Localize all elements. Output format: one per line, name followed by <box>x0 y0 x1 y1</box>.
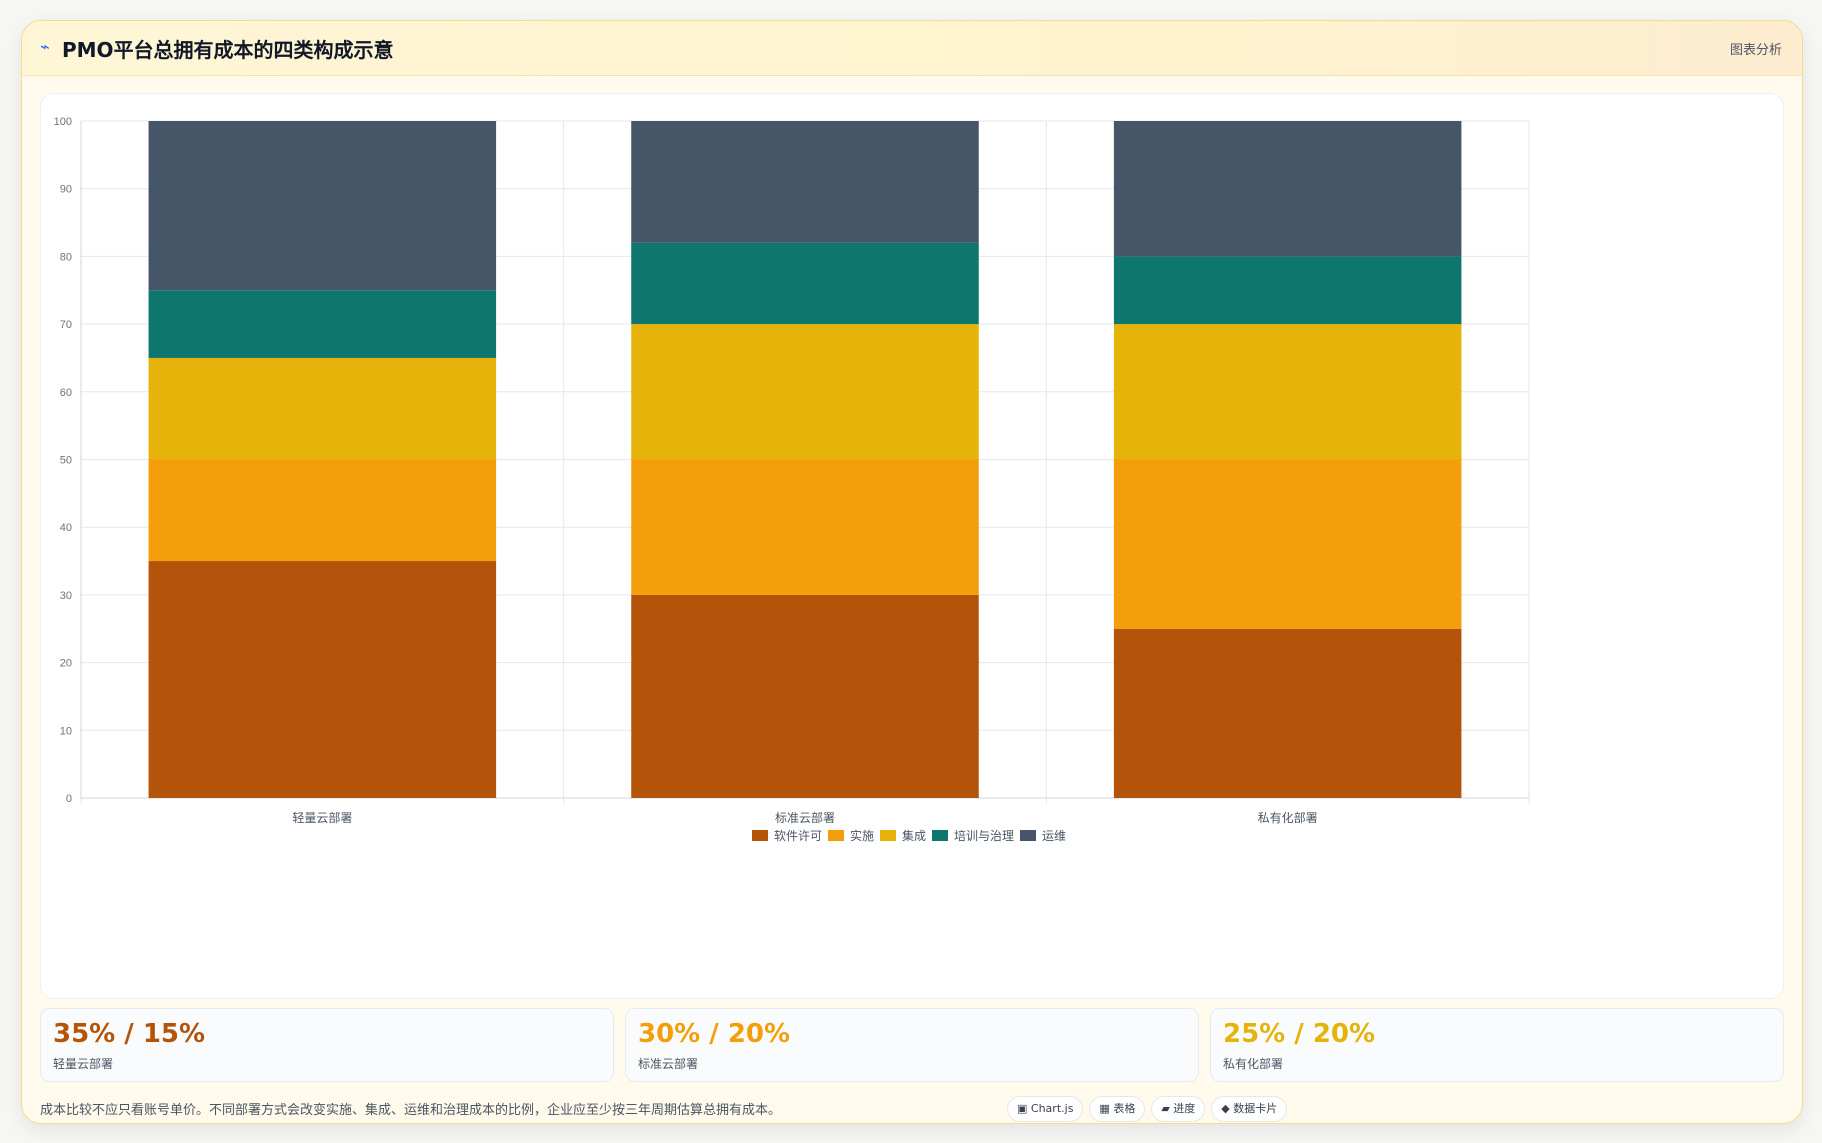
card-header: ⌁ PMO平台总拥有成本的四类构成示意 图表分析 <box>22 21 1802 76</box>
bar-segment <box>148 561 497 798</box>
legend-label: 实施 <box>850 828 874 843</box>
table-icon: ▦ <box>1099 1102 1110 1115</box>
page-title: PMO平台总拥有成本的四类构成示意 <box>62 38 394 62</box>
pill-label: 进度 <box>1173 1102 1196 1115</box>
stat-value: 30% / 20% <box>638 1019 791 1049</box>
y-tick-label: 90 <box>60 184 72 196</box>
pill-label: 表格 <box>1113 1102 1136 1115</box>
bar-segment <box>1113 459 1462 629</box>
legend-swatch <box>932 830 948 841</box>
pill-data-card[interactable]: ◆ 数据卡片 <box>1211 1096 1288 1122</box>
bar-segment <box>148 357 497 460</box>
bar-segment <box>631 324 979 460</box>
legend-label: 集成 <box>902 828 926 843</box>
y-tick-label: 40 <box>60 522 72 534</box>
view-pills: ▣ Chart.js ▦ 表格 ▰ 进度 ◆ 数据卡片 <box>1007 1096 1293 1123</box>
y-tick-label: 30 <box>60 590 72 602</box>
y-tick-label: 50 <box>60 455 72 467</box>
bar-segment <box>148 459 497 562</box>
pill-label: Chart.js <box>1030 1102 1074 1115</box>
pill-label: 数据卡片 <box>1233 1102 1278 1115</box>
bar-segment <box>631 121 979 243</box>
pill-chartjs[interactable]: ▣ Chart.js <box>1007 1096 1084 1122</box>
bar-segment <box>1113 628 1462 798</box>
pill-table[interactable]: ▦ 表格 <box>1089 1096 1146 1122</box>
footnote: 成本比较不应只看账号单价。不同部署方式会改变实施、集成、运维和治理成本的比例，企… <box>40 1103 782 1118</box>
stat-value: 25% / 20% <box>1223 1019 1376 1049</box>
chart-lightning-icon: ⌁ <box>40 37 50 56</box>
stat-card-private: 25% / 20% 私有化部署 <box>1210 1008 1784 1082</box>
data-card-icon: ◆ <box>1221 1102 1230 1115</box>
stat-label: 私有化部署 <box>1223 1057 1284 1071</box>
y-tick-label: 0 <box>66 793 72 805</box>
x-tick-label: 私有化部署 <box>1258 810 1318 825</box>
legend-swatch <box>1020 830 1036 841</box>
stat-label: 轻量云部署 <box>53 1057 114 1071</box>
legend-label: 运维 <box>1042 829 1066 843</box>
chart-panel: 0 10 20 30 40 50 60 70 80 90 100 轻量云部署 标准云部署 私有化部署软件许… <box>40 93 1784 999</box>
chart-analysis-button[interactable]: 图表分析 <box>1729 43 1782 58</box>
chart-card: ⌁ PMO平台总拥有成本的四类构成示意 图表分析 0 10 20 30 40 50 60 70… <box>21 20 1803 1124</box>
y-tick-label: 100 <box>54 116 72 128</box>
stat-cards: 35% / 15% 轻量云部署 30% / 20% 标准云部署 25% / 20… <box>40 1008 1784 1082</box>
progress-icon: ▰ <box>1161 1102 1170 1115</box>
legend-label: 培训与治理 <box>954 828 1014 843</box>
legend-swatch <box>752 830 768 841</box>
bar-segment <box>1113 324 1462 460</box>
bar-segment <box>631 459 979 595</box>
x-tick-label: 标准云部署 <box>775 810 835 825</box>
y-tick-label: 20 <box>60 658 72 670</box>
chart-icon: ▣ <box>1017 1102 1028 1115</box>
stat-card-light-cloud: 35% / 15% 轻量云部署 <box>40 1008 614 1082</box>
legend-swatch <box>880 830 896 841</box>
legend-swatch <box>828 830 844 841</box>
bar-segment <box>148 121 497 291</box>
stat-value: 35% / 15% <box>53 1019 206 1049</box>
stat-card-standard-cloud: 30% / 20% 标准云部署 <box>625 1008 1199 1082</box>
y-tick-label: 70 <box>60 319 72 331</box>
y-tick-label: 80 <box>60 251 72 263</box>
x-tick-label: 轻量云部署 <box>292 810 352 825</box>
stacked-bar-chart: 0 10 20 30 40 50 60 70 80 90 100 轻量云部署 标准云部署 私有化部署软件许… <box>54 116 1530 843</box>
legend-label: 软件许可 <box>774 829 822 843</box>
bar-segment <box>1113 121 1462 257</box>
y-tick-label: 10 <box>60 725 72 737</box>
bar-segment <box>1113 256 1462 325</box>
y-tick-label: 60 <box>60 387 72 399</box>
bar-segment <box>148 290 497 358</box>
pill-progress[interactable]: ▰ 进度 <box>1151 1096 1206 1122</box>
bar-segment <box>631 242 979 325</box>
bar-segment <box>631 594 979 798</box>
stat-label: 标准云部署 <box>638 1057 699 1071</box>
